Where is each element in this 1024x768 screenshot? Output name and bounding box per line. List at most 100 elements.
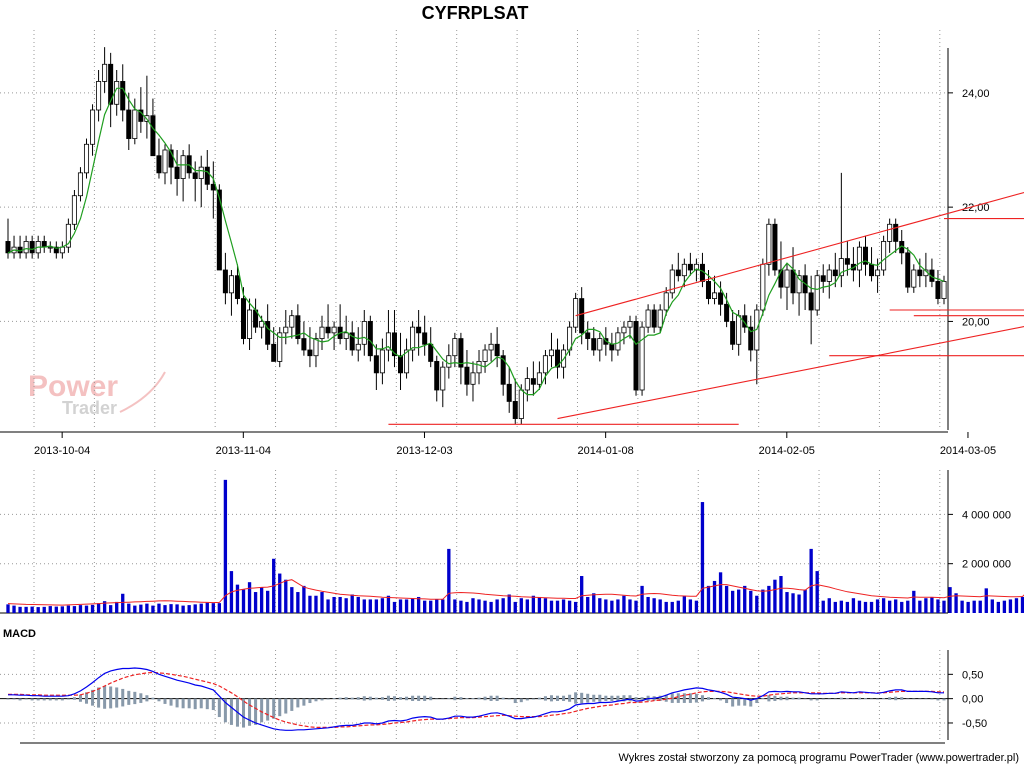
macd-histogram-bar — [767, 695, 771, 702]
volume-bar — [102, 601, 107, 613]
macd-histogram-bar — [592, 694, 596, 702]
candle-body — [150, 115, 156, 157]
candle-body — [542, 355, 548, 374]
candle-body — [313, 338, 319, 357]
candle-body — [198, 166, 204, 179]
macd-histogram-bar — [405, 696, 409, 701]
macd-histogram-bar — [465, 698, 469, 700]
macd-histogram-bar — [779, 696, 783, 701]
candle-body — [343, 332, 349, 339]
volume-bar — [423, 600, 427, 613]
volume-bar — [537, 596, 542, 613]
volume-bar — [362, 599, 366, 613]
macd-histogram-bar — [773, 695, 777, 701]
candle-body — [325, 326, 331, 334]
volume-bar — [338, 596, 342, 613]
macd-histogram-bar — [121, 688, 125, 707]
macd-histogram-bar — [308, 698, 312, 704]
volume-ytick-label: 2 000 000 — [962, 559, 1011, 571]
macd-histogram-bar — [429, 696, 433, 701]
volume-bar — [344, 598, 348, 613]
volume-bar — [906, 600, 910, 613]
macd-histogram-bar — [495, 695, 499, 701]
volume-bar — [682, 595, 686, 613]
volume-bar — [489, 601, 493, 613]
candle-body — [83, 143, 90, 174]
volume-bar — [984, 588, 988, 613]
macd-ytick-label: 0,00 — [962, 694, 983, 706]
macd-histogram-bar — [845, 698, 849, 700]
macd-histogram-bar — [688, 693, 692, 703]
candle-body — [301, 338, 307, 351]
candle-body — [778, 269, 784, 288]
volume-bar — [561, 599, 566, 613]
macd-panel: MACD 0,50 0,00 -0,50 — [0, 628, 987, 740]
macd-histogram-bar — [513, 698, 517, 704]
macd-histogram-bar — [145, 695, 149, 702]
volume-bar — [700, 502, 705, 613]
macd-histogram-bar — [91, 689, 95, 706]
candle-body — [645, 309, 651, 328]
macd-histogram-bar — [386, 695, 390, 701]
macd-histogram-bar — [942, 698, 946, 701]
volume-bar — [863, 601, 868, 613]
macd-histogram-bar — [260, 698, 264, 723]
candle-body — [361, 321, 367, 345]
candle-body — [929, 269, 935, 282]
macd-histogram-bar — [133, 691, 137, 705]
volume-bar — [567, 600, 572, 613]
volume-bar — [435, 599, 439, 613]
volume-bar — [175, 604, 179, 613]
macd-histogram-bar — [36, 698, 40, 701]
volume-bar — [60, 606, 65, 613]
volume-bar — [1014, 598, 1019, 613]
candle-body — [271, 343, 277, 362]
macd-histogram-bar — [42, 698, 46, 701]
candle-body — [675, 269, 681, 277]
macd-histogram-bar — [664, 694, 668, 702]
macd-histogram-bar — [242, 698, 246, 728]
volume-bar — [205, 602, 209, 613]
macd-histogram-bar — [423, 695, 427, 701]
macd-histogram-bar — [543, 696, 547, 701]
candle-body — [446, 355, 452, 368]
volume-bar — [199, 603, 203, 613]
candle-body — [935, 281, 941, 299]
candle-body — [893, 223, 899, 242]
candle-body — [385, 332, 391, 351]
volume-bar — [42, 606, 46, 613]
volume-bar — [894, 599, 898, 613]
macd-histogram-bar — [634, 697, 638, 700]
volume-bar — [302, 585, 306, 613]
candle-body — [391, 332, 397, 357]
macd-histogram-bar — [604, 695, 608, 701]
ma-line — [7, 87, 945, 396]
macd-histogram-bar — [797, 697, 801, 700]
macd-histogram-bar — [531, 698, 535, 700]
macd-histogram-bar — [694, 693, 698, 703]
volume-bar — [604, 599, 608, 613]
volume-bar — [580, 576, 584, 613]
volume-bar — [875, 599, 880, 613]
macd-histogram-bar — [441, 698, 445, 700]
volume-bar — [296, 592, 300, 613]
candle-body — [283, 326, 289, 334]
volume-bar — [797, 594, 801, 613]
volume-bar — [416, 596, 421, 613]
candle-body — [814, 275, 820, 311]
macd-ytick-label: 0,50 — [962, 669, 983, 681]
candle-body — [102, 63, 108, 82]
volume-bar — [429, 600, 433, 613]
candle-body — [766, 223, 772, 265]
volume-bar — [471, 598, 475, 613]
candle-body — [132, 109, 138, 139]
watermark-trader: Trader — [62, 398, 117, 418]
candle-body — [422, 332, 428, 345]
candle-body — [621, 326, 627, 334]
volume-bar — [803, 589, 807, 613]
volume-bar — [392, 601, 397, 613]
candle-body — [832, 269, 838, 277]
volume-bar — [380, 598, 385, 613]
volume-bar — [676, 600, 680, 613]
